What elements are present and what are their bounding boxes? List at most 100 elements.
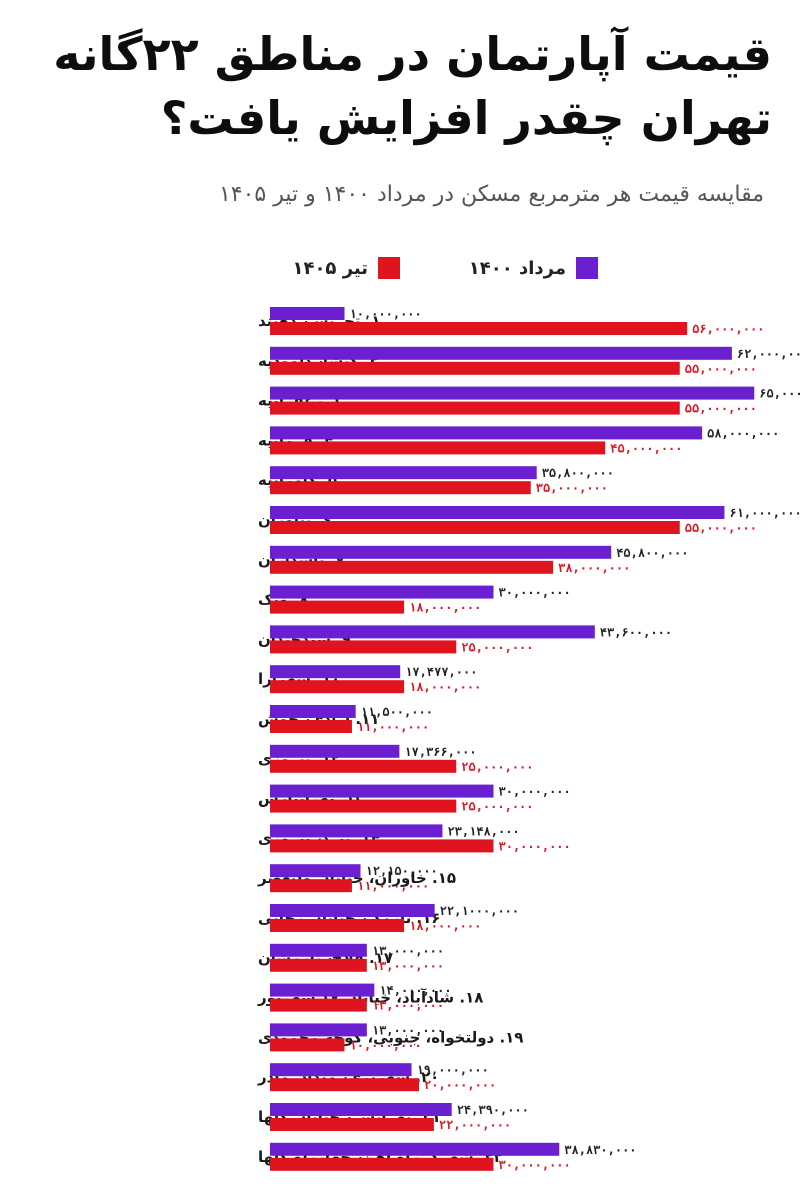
bar-1405	[270, 481, 531, 495]
bar-1405	[270, 1157, 494, 1171]
value-label-1400: ۴۵,۸۰۰,۰۰۰	[616, 546, 688, 560]
legend-swatch-1405	[378, 257, 400, 279]
bar-1400	[270, 386, 755, 400]
legend-label-1405: تیر ۱۴۰۵	[292, 257, 368, 279]
bar-1400	[270, 1063, 412, 1077]
value-label-1400: ۳۰,۰۰۰,۰۰۰	[499, 586, 571, 600]
bar-1400	[270, 545, 612, 559]
bar-1400	[270, 824, 443, 838]
bar-1400	[270, 864, 361, 878]
value-label-1400: ۶۵,۰۰۰,۰۰۰	[759, 387, 800, 401]
bar-1400	[270, 784, 494, 798]
value-label-1405: ۳۵,۰۰۰,۰۰۰	[536, 481, 608, 495]
bar-1405	[270, 441, 606, 455]
value-label-1400: ۱۳,۰۰۰,۰۰۰	[372, 944, 444, 958]
bar-1400	[270, 705, 356, 718]
bar-1405	[270, 1038, 345, 1052]
value-label-1400: ۱۹,۰۰۰,۰۰۰	[417, 1063, 489, 1077]
bar-1405	[270, 720, 352, 733]
legend-swatch-1400	[576, 257, 598, 279]
bar-1400	[270, 1023, 367, 1037]
bar-1400	[270, 585, 494, 599]
bar-1405	[270, 361, 680, 375]
value-label-1400: ۴۳,۶۰۰,۰۰۰	[600, 625, 672, 639]
legend-item-1400: مرداد ۱۴۰۰	[469, 257, 598, 279]
bar-1400	[270, 904, 435, 917]
bar-1405	[270, 521, 680, 534]
value-label-1400: ۶۲,۰۰۰,۰۰۰	[737, 347, 800, 361]
bar-1405	[270, 879, 352, 893]
bar-1400	[270, 346, 732, 360]
value-label-1400: ۲۳,۱۴۸,۰۰۰	[447, 824, 519, 838]
value-label-1405: ۳۰,۰۰۰,۰۰۰	[499, 1158, 571, 1172]
value-label-1405: ۱۱,۰۰۰,۰۰۰	[357, 879, 429, 893]
value-label-1400: ۱۲,۱۵۰,۰۰۰	[366, 864, 438, 878]
bar-1405	[270, 600, 405, 614]
value-label-1400: ۱۰,۰۰۰,۰۰۰	[350, 307, 422, 321]
value-label-1405: ۱۳,۰۰۰,۰۰۰	[372, 959, 444, 973]
value-label-1405: ۲۵,۰۰۰,۰۰۰	[461, 800, 533, 814]
legend-label-1400: مرداد ۱۴۰۰	[468, 257, 566, 279]
bar-1405	[270, 322, 688, 335]
value-label-1405: ۲۰,۰۰۰,۰۰۰	[424, 1078, 496, 1092]
value-label-1405: ۵۵,۰۰۰,۰۰۰	[685, 402, 757, 416]
value-label-1405: ۵۵,۰۰۰,۰۰۰	[685, 362, 757, 376]
bar-1405	[270, 839, 494, 853]
bar-1405	[270, 799, 457, 813]
bar-1405	[270, 919, 405, 932]
value-label-1405: ۱۸,۰۰۰,۰۰۰	[409, 601, 481, 615]
value-label-1400: ۲۴,۳۹۰,۰۰۰	[457, 1103, 529, 1117]
bar-1405	[270, 640, 457, 654]
bar-1405	[270, 759, 457, 773]
title-line-2: تهران چقدر افزایش یافت؟	[160, 91, 772, 145]
value-label-1400: ۱۳,۰۰۰,۰۰۰	[372, 1023, 444, 1037]
bar-1405	[270, 680, 405, 694]
value-label-1405: ۲۵,۰۰۰,۰۰۰	[461, 640, 533, 654]
value-label-1405: ۱۸,۰۰۰,۰۰۰	[409, 680, 481, 694]
value-label-1400: ۵۸,۰۰۰,۰۰۰	[707, 426, 779, 440]
bar-1405	[270, 401, 680, 415]
legend: مرداد ۱۴۰۰ تیر ۱۴۰۵	[0, 257, 800, 287]
value-label-1405: ۵۵,۰۰۰,۰۰۰	[685, 521, 757, 535]
bar-1405	[270, 958, 367, 972]
bar-1400	[270, 307, 345, 320]
chart-title: قیمت آپارتمان در مناطق ۲۲گانه تهران چقدر…	[28, 22, 772, 150]
value-label-1405: ۱۸,۰۰۰,۰۰۰	[409, 919, 481, 933]
bar-1400	[270, 1142, 560, 1156]
value-label-1405: ۳۰,۰۰۰,۰۰۰	[499, 839, 571, 853]
bar-1400	[270, 625, 595, 639]
value-label-1400: ۳۰,۰۰۰,۰۰۰	[499, 785, 571, 799]
value-label-1400: ۱۴,۰۰۰,۰۰۰	[379, 984, 451, 998]
bar-1405	[270, 560, 554, 574]
bar-1405	[270, 998, 367, 1012]
value-label-1400: ۶۱,۰۰۰,۰۰۰	[729, 506, 800, 520]
bar-1400	[270, 665, 401, 679]
value-label-1405: ۴۵,۰۰۰,۰۰۰	[610, 441, 682, 455]
value-label-1400: ۳۸,۸۳۰,۰۰۰	[564, 1143, 636, 1157]
bar-1400	[270, 943, 367, 957]
value-label-1405: ۳۸,۰۰۰,۰۰۰	[558, 561, 630, 575]
legend-item-1405: تیر ۱۴۰۵	[292, 257, 400, 279]
value-label-1400: ۱۱,۵۰۰,۰۰۰	[361, 705, 433, 719]
bar-1400	[270, 426, 703, 440]
bar-1400	[270, 466, 537, 480]
title-line-1: قیمت آپارتمان در مناطق ۲۲گانه	[53, 27, 772, 81]
value-label-1405: ۱۱,۰۰۰,۰۰۰	[357, 720, 429, 734]
value-label-1405: ۲۵,۰۰۰,۰۰۰	[461, 760, 533, 774]
value-label-1405: ۱۰,۰۰۰,۰۰۰	[350, 1038, 422, 1052]
value-label-1400: ۲۲,۱۰۰۰,۰۰۰	[440, 904, 519, 918]
bar-1405	[270, 1118, 434, 1131]
value-label-1405: ۱۳,۰۰۰,۰۰۰	[372, 999, 444, 1013]
bar-1400	[270, 983, 375, 997]
chart-subtitle: مقایسه قیمت هر مترمربع مسکن در مرداد ۱۴۰…	[218, 182, 764, 207]
value-label-1405: ۵۶,۰۰۰,۰۰۰	[692, 322, 764, 336]
value-label-1400: ۱۷,۳۶۶,۰۰۰	[404, 745, 476, 759]
value-label-1405: ۲۲,۰۰۰,۰۰۰	[439, 1118, 511, 1132]
value-label-1400: ۱۷,۴۷۷,۰۰۰	[405, 665, 477, 679]
value-label-1400: ۳۵,۸۰۰,۰۰۰	[542, 466, 614, 480]
bar-1405	[270, 1078, 419, 1092]
bar-1400	[270, 506, 725, 519]
bar-1400	[270, 1103, 452, 1116]
bar-1400	[270, 744, 400, 758]
